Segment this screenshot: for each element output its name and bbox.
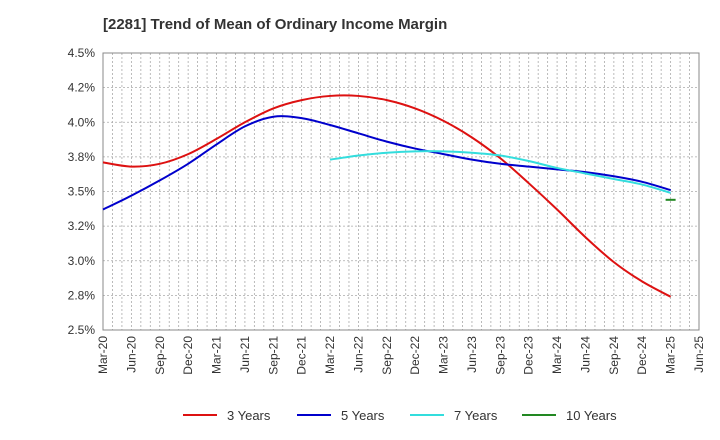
x-tick-label: Sep-20 bbox=[153, 336, 167, 375]
x-tick-label: Mar-23 bbox=[437, 336, 451, 374]
y-tick-label: 4.5% bbox=[68, 46, 96, 60]
legend: 3 Years 5 Years 7 Years 10 Years bbox=[0, 404, 720, 426]
series-line-3-years bbox=[102, 94, 672, 298]
x-tick-label: Jun-21 bbox=[238, 336, 252, 373]
y-tick-label: 3.2% bbox=[68, 219, 96, 233]
legend-item: 5 Years bbox=[297, 404, 384, 426]
legend-label: 5 Years bbox=[341, 407, 385, 423]
legend-swatch bbox=[410, 414, 444, 416]
x-tick-label: Mar-21 bbox=[210, 336, 224, 374]
chart-title: [2281] Trend of Mean of Ordinary Income … bbox=[103, 16, 448, 33]
x-tick-label: Mar-20 bbox=[96, 336, 110, 374]
y-tick-label: 2.5% bbox=[68, 323, 96, 337]
x-tick-label: Sep-21 bbox=[266, 336, 280, 375]
legend-swatch bbox=[297, 414, 331, 416]
legend-label: 7 Years bbox=[454, 407, 498, 423]
plot-frame bbox=[102, 52, 700, 331]
x-tick-label: Mar-25 bbox=[664, 336, 678, 374]
x-tick-label: Dec-22 bbox=[408, 336, 422, 375]
legend-swatch bbox=[522, 414, 556, 416]
x-tick-label: Dec-20 bbox=[181, 336, 195, 375]
legend-swatch bbox=[183, 414, 217, 416]
x-tick-label: Sep-24 bbox=[607, 336, 621, 375]
y-tick-label: 3.5% bbox=[68, 185, 96, 199]
y-tick-label: 3.8% bbox=[68, 150, 96, 164]
y-tick-label: 2.8% bbox=[68, 288, 96, 302]
x-tick-label: Dec-23 bbox=[522, 336, 536, 375]
x-tick-label: Jun-25 bbox=[692, 336, 706, 373]
x-tick-label: Sep-23 bbox=[493, 336, 507, 375]
x-tick-label: Jun-23 bbox=[465, 336, 479, 373]
series-line-7-years bbox=[329, 150, 671, 194]
y-tick-label: 3.0% bbox=[68, 254, 96, 268]
legend-label: 10 Years bbox=[566, 407, 617, 423]
x-tick-label: Dec-21 bbox=[295, 336, 309, 375]
x-tick-label: Jun-24 bbox=[578, 336, 592, 373]
y-tick-label: 4.2% bbox=[68, 81, 96, 95]
legend-label: 3 Years bbox=[227, 407, 271, 423]
x-tick-label: Mar-24 bbox=[550, 336, 564, 374]
x-tick-label: Sep-22 bbox=[380, 336, 394, 375]
legend-item: 10 Years bbox=[522, 404, 617, 426]
x-tick-label: Jun-20 bbox=[124, 336, 138, 373]
x-tick-label: Jun-22 bbox=[351, 336, 365, 373]
legend-item: 7 Years bbox=[410, 404, 497, 426]
x-tick-label: Mar-22 bbox=[323, 336, 337, 374]
y-tick-label: 4.0% bbox=[68, 115, 96, 129]
x-tick-label: Dec-24 bbox=[635, 336, 649, 375]
legend-item: 3 Years bbox=[183, 404, 270, 426]
